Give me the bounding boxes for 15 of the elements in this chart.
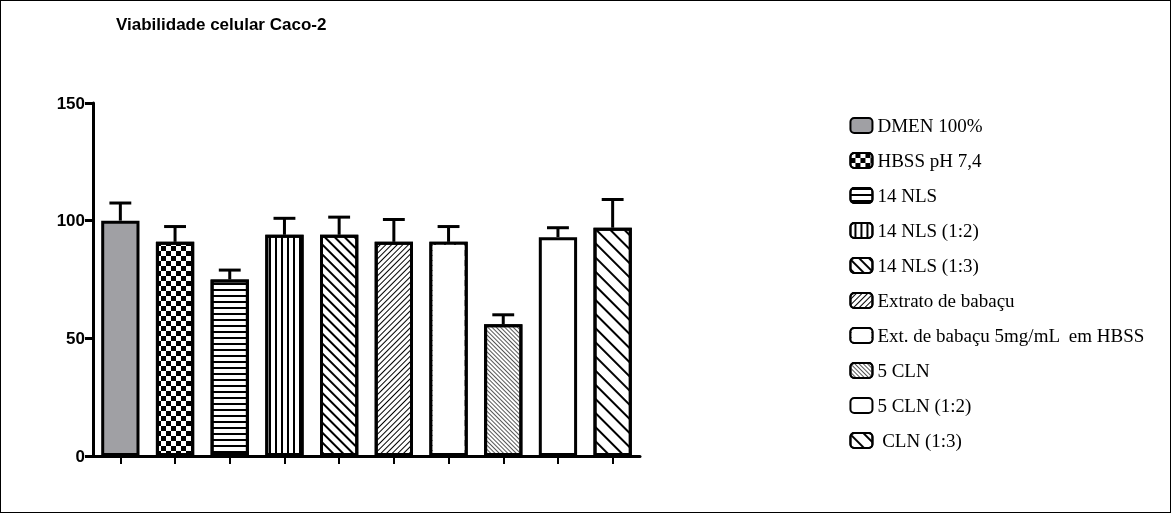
chart-title: Viabilidade celular Caco-2: [116, 15, 327, 34]
legend-label: Ext. de babaçu 5mg/mL em HBSS: [877, 325, 1145, 346]
y-tick-label: 100: [56, 211, 85, 231]
y-tick-label: 0: [75, 446, 85, 466]
y-tick-label: 50: [66, 328, 85, 348]
y-tick-label: 150: [56, 93, 85, 113]
legend-label: CLN (1:3): [877, 430, 962, 452]
legend-label: 14 NLS: [877, 185, 938, 206]
legend-label: DMEN 100%: [877, 115, 983, 136]
legend-label: 14 NLS (1:3): [877, 255, 979, 277]
legend-label: 5 CLN: [877, 360, 930, 381]
legend-label: 14 NLS (1:2): [877, 220, 979, 242]
legend-label: HBSS pH 7,4: [877, 150, 982, 171]
legend-label: Extrato de babaçu: [877, 290, 1016, 311]
legend-label: 5 CLN (1:2): [877, 395, 972, 417]
